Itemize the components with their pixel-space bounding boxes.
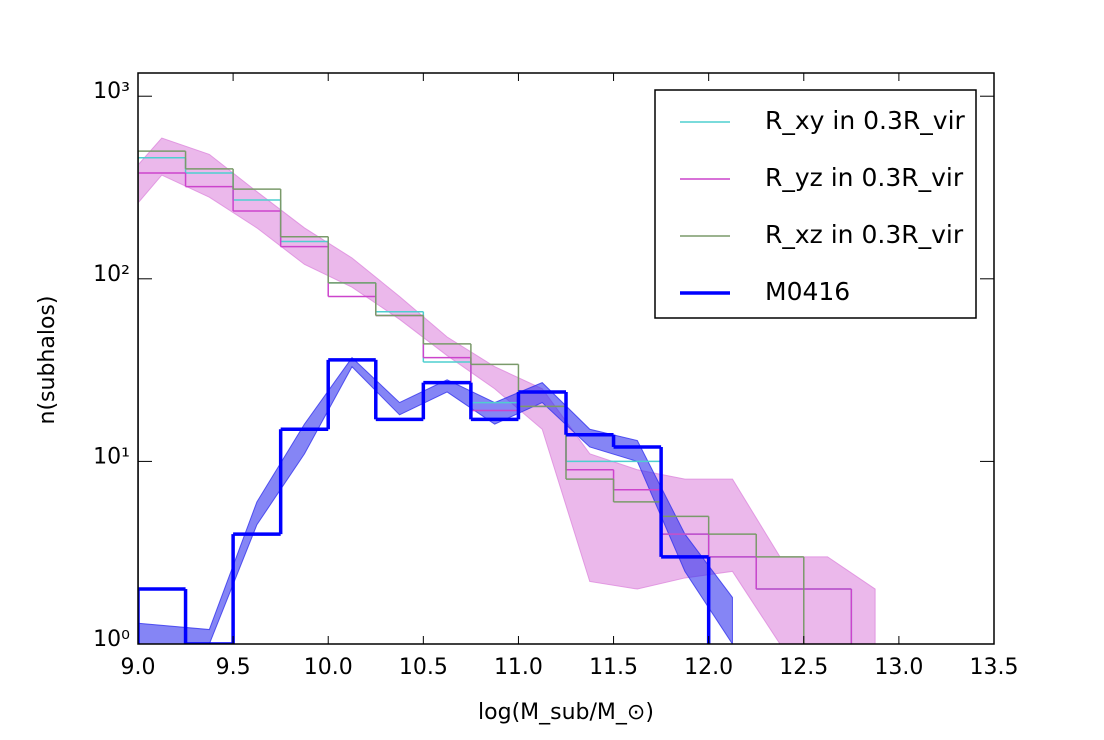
legend-label: R_xy in 0.3R_vir — [765, 106, 966, 135]
legend-label: R_xz in 0.3R_vir — [765, 220, 964, 249]
legend-box — [654, 89, 977, 319]
y-axis-label: n(subhalos) — [35, 296, 60, 425]
y-tick-label: 10⁰ — [93, 627, 130, 652]
x-tick-label: 11.5 — [589, 655, 638, 680]
x-tick-label: 12.0 — [684, 655, 733, 680]
y-tick-label: 10² — [93, 262, 130, 287]
band — [138, 356, 733, 644]
x-tick-label: 10.5 — [399, 655, 448, 680]
y-tick-label: 10¹ — [93, 444, 130, 469]
legend: R_xy in 0.3R_vir R_yz in 0.3R_vir R_xz in … — [654, 89, 977, 319]
legend-label: R_yz in 0.3R_vir — [765, 163, 964, 192]
axes-frame — [137, 72, 995, 645]
x-tick-label: 9.5 — [216, 655, 251, 680]
plot-area — [138, 137, 876, 644]
x-axis-label: log(M_sub/M_⊙) — [478, 700, 654, 725]
band — [138, 137, 876, 644]
x-tick-label: 13.5 — [970, 655, 1019, 680]
x-tick-label: 13.0 — [874, 655, 923, 680]
x-tick-label: 12.5 — [779, 655, 828, 680]
x-tick-label: 10.0 — [304, 655, 353, 680]
y-tick-label: 10³ — [93, 79, 130, 104]
x-tick-label: 9.0 — [121, 655, 156, 680]
x-tick-label: 11.0 — [494, 655, 543, 680]
legend-label: M0416 — [765, 277, 850, 306]
